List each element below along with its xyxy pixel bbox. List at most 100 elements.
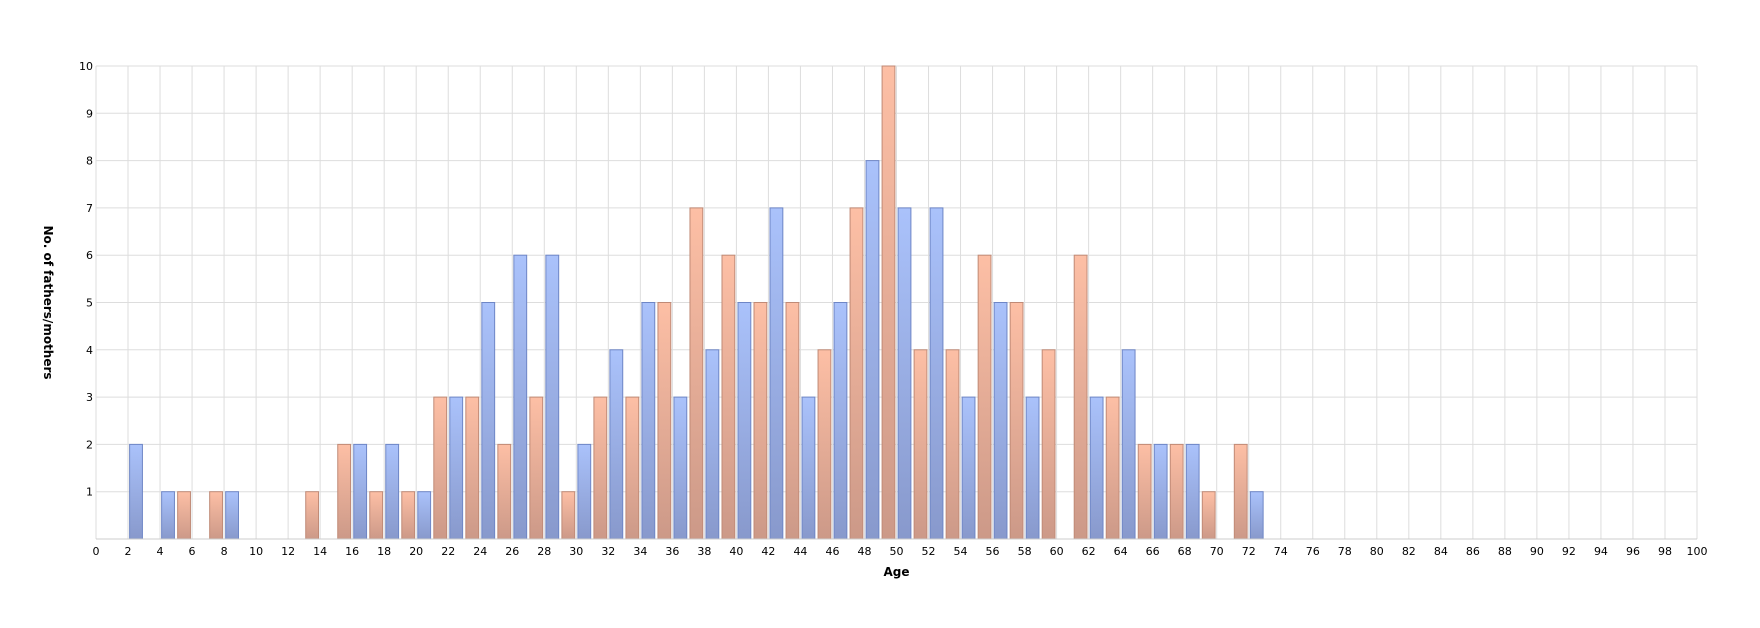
bar bbox=[561, 491, 576, 540]
bar bbox=[593, 396, 608, 540]
bar bbox=[993, 302, 1008, 540]
x-axis-title: Age bbox=[883, 565, 909, 579]
x-tick-label: 32 bbox=[601, 545, 615, 558]
x-tick-label: 70 bbox=[1210, 545, 1224, 558]
bar bbox=[673, 396, 688, 540]
x-tick-label: 82 bbox=[1402, 545, 1416, 558]
bar bbox=[961, 396, 976, 540]
bar bbox=[641, 302, 656, 540]
bar bbox=[705, 349, 720, 540]
bar bbox=[625, 396, 640, 540]
bar bbox=[1153, 443, 1168, 540]
x-tick-label: 92 bbox=[1562, 545, 1576, 558]
x-tick-label: 94 bbox=[1594, 545, 1608, 558]
x-tick-label: 56 bbox=[986, 545, 1000, 558]
bar bbox=[609, 349, 624, 540]
bar bbox=[833, 302, 848, 540]
bar bbox=[737, 302, 752, 540]
bar bbox=[929, 207, 944, 540]
y-tick-label: 4 bbox=[86, 344, 93, 357]
grid bbox=[95, 65, 1698, 539]
x-tick-label: 64 bbox=[1114, 545, 1128, 558]
x-tick-label: 2 bbox=[125, 545, 132, 558]
bar bbox=[1009, 302, 1024, 540]
bar bbox=[369, 491, 384, 540]
x-tick-label: 38 bbox=[697, 545, 711, 558]
y-tick-label: 6 bbox=[86, 249, 93, 262]
x-tick-label: 76 bbox=[1306, 545, 1320, 558]
bar bbox=[417, 491, 432, 540]
x-tick-label: 44 bbox=[793, 545, 807, 558]
bar bbox=[881, 65, 896, 540]
bar bbox=[897, 207, 912, 540]
bar bbox=[481, 302, 496, 540]
bar bbox=[785, 302, 800, 540]
x-tick-label: 16 bbox=[345, 545, 359, 558]
bar bbox=[449, 396, 464, 540]
x-tick-label: 34 bbox=[633, 545, 647, 558]
x-tick-label: 90 bbox=[1530, 545, 1544, 558]
bar bbox=[977, 254, 992, 540]
x-tick-label: 54 bbox=[954, 545, 968, 558]
y-tick-label: 7 bbox=[86, 202, 93, 215]
x-tick-label: 46 bbox=[825, 545, 839, 558]
bar bbox=[497, 443, 512, 540]
bar bbox=[657, 302, 672, 540]
x-tick-label: 36 bbox=[665, 545, 679, 558]
y-axis-title: No. of fathers/mothers bbox=[41, 225, 55, 379]
bar bbox=[177, 491, 191, 540]
y-tick-label: 3 bbox=[86, 391, 93, 404]
x-tick-label: 60 bbox=[1050, 545, 1064, 558]
x-tick-label: 68 bbox=[1178, 545, 1192, 558]
x-tick-label: 52 bbox=[922, 545, 936, 558]
bar bbox=[1137, 443, 1152, 540]
bar bbox=[337, 443, 352, 540]
bar bbox=[1089, 396, 1104, 540]
y-tick-label: 5 bbox=[86, 297, 93, 310]
bar bbox=[353, 443, 368, 540]
bar bbox=[753, 302, 768, 540]
bar bbox=[1185, 443, 1200, 540]
x-tick-label: 30 bbox=[569, 545, 583, 558]
bar bbox=[1201, 491, 1216, 540]
bar bbox=[1233, 443, 1248, 540]
x-tick-label: 10 bbox=[249, 545, 263, 558]
x-tick-label: 78 bbox=[1338, 545, 1352, 558]
x-tick-label: 88 bbox=[1498, 545, 1512, 558]
bar bbox=[689, 207, 704, 540]
x-tick-label: 42 bbox=[761, 545, 775, 558]
bar bbox=[817, 349, 832, 540]
bar bbox=[1105, 396, 1120, 540]
y-tick-label: 8 bbox=[86, 155, 93, 168]
x-tick-label: 96 bbox=[1626, 545, 1640, 558]
bar bbox=[1249, 491, 1264, 540]
x-tick-label: 6 bbox=[189, 545, 196, 558]
bar bbox=[1073, 254, 1088, 540]
x-tick-label: 40 bbox=[729, 545, 743, 558]
x-tick-label: 58 bbox=[1018, 545, 1032, 558]
bar bbox=[1121, 349, 1136, 540]
bar bbox=[1041, 349, 1056, 540]
x-tick-label: 12 bbox=[281, 545, 295, 558]
x-tick-label: 20 bbox=[409, 545, 423, 558]
bar bbox=[513, 254, 528, 540]
x-tick-label: 80 bbox=[1370, 545, 1384, 558]
bar bbox=[209, 491, 223, 540]
x-tick-label: 18 bbox=[377, 545, 391, 558]
bar bbox=[225, 491, 239, 540]
x-tick-label: 62 bbox=[1082, 545, 1096, 558]
bar bbox=[465, 396, 480, 540]
x-tick-label: 22 bbox=[441, 545, 455, 558]
x-tick-label: 86 bbox=[1466, 545, 1480, 558]
x-tick-label: 84 bbox=[1434, 545, 1448, 558]
bar bbox=[849, 207, 864, 540]
bar bbox=[1025, 396, 1040, 540]
y-tick-label: 9 bbox=[86, 107, 93, 120]
x-tick-label: 24 bbox=[473, 545, 487, 558]
x-tick-label: 74 bbox=[1274, 545, 1288, 558]
x-tick-label: 0 bbox=[93, 545, 100, 558]
y-tick-label: 10 bbox=[79, 60, 93, 73]
x-tick-label: 28 bbox=[537, 545, 551, 558]
y-tick-label: 2 bbox=[86, 438, 93, 451]
